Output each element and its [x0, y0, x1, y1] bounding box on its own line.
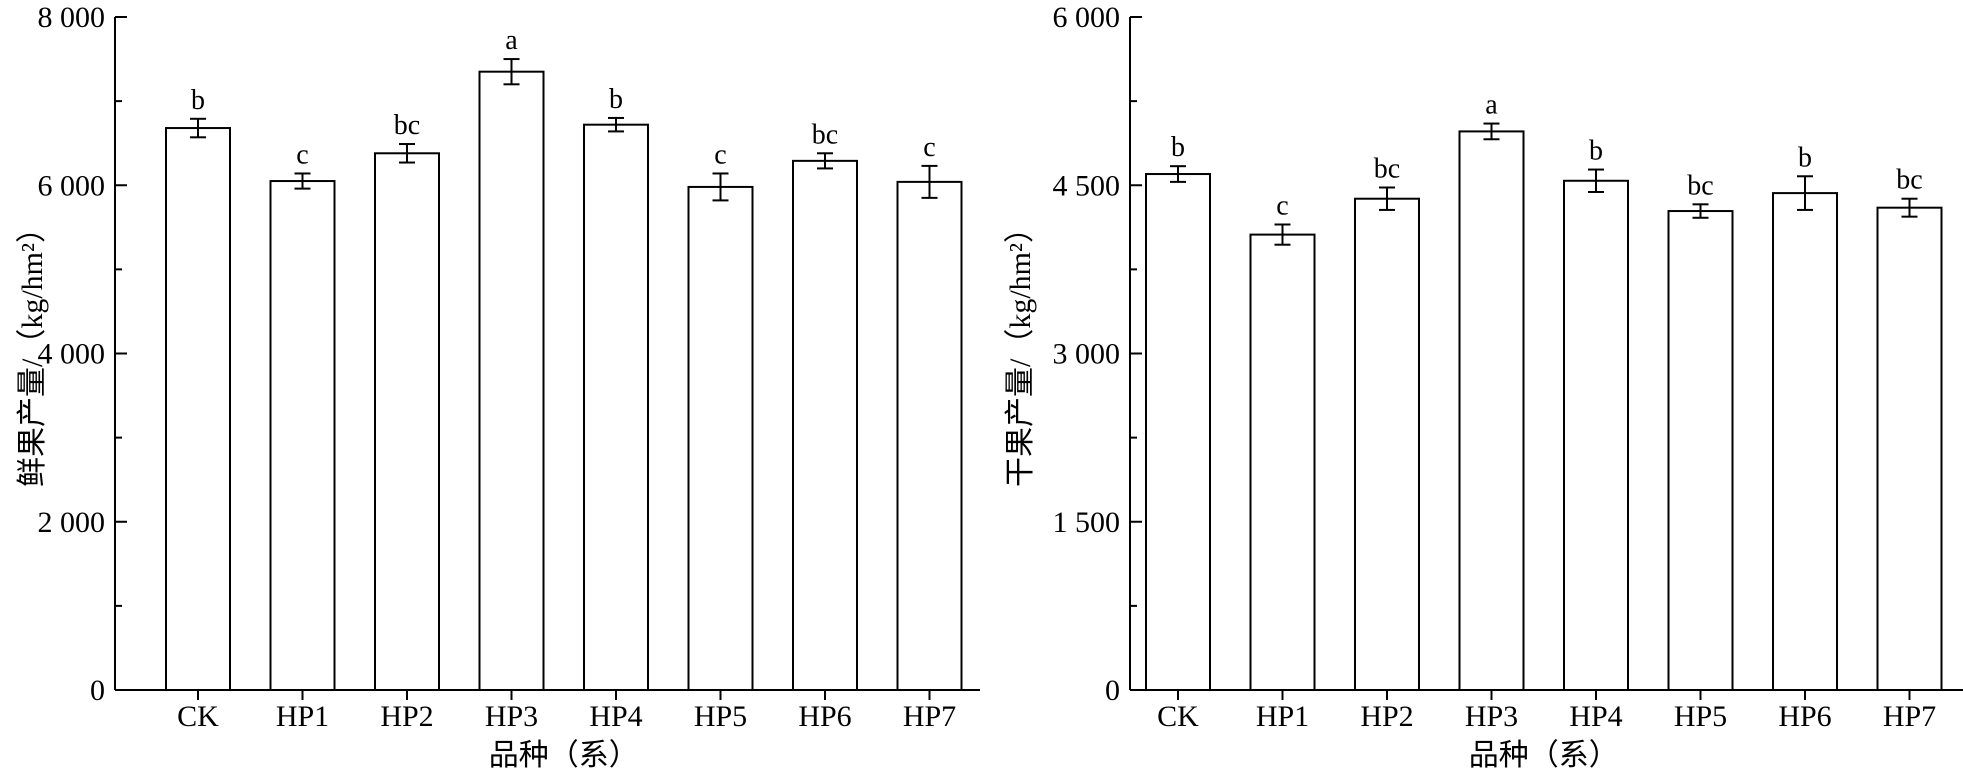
bar [792, 159, 858, 691]
bar [478, 70, 545, 691]
bar [1354, 197, 1420, 692]
significance-label: b [191, 85, 205, 116]
x-tick-label: CK [1157, 700, 1199, 733]
significance-label: c [1276, 191, 1288, 222]
bar [269, 180, 336, 691]
y-tick-label: 0 [1105, 674, 1120, 707]
x-tick-label: HP7 [903, 700, 956, 733]
y-tick-label: 4 500 [1053, 169, 1121, 202]
y-axis-title: 鲜果产量/（kg/hm²） [16, 213, 49, 487]
dry-yield-panel: 0 1 500 3 000 4 500 6 000 b CK c HP1 bc HP2 a HP3 b HP… [1004, 1, 1963, 772]
x-tick-label: HP2 [1360, 700, 1413, 733]
significance-label: a [1485, 90, 1498, 121]
significance-label: a [505, 25, 518, 56]
bar [1772, 192, 1838, 692]
x-tick-label: CK [177, 700, 219, 733]
x-tick-label: HP3 [1465, 700, 1518, 733]
bar [1876, 206, 1943, 692]
x-tick-label: HP7 [1883, 700, 1936, 733]
x-tick-label: HP1 [1256, 700, 1309, 733]
x-tick-label: HP6 [798, 700, 851, 733]
significance-label: bc [1374, 153, 1400, 184]
x-axis-title: 品种（系） [489, 739, 639, 772]
bar [1249, 233, 1316, 691]
significance-label: b [1171, 132, 1185, 163]
y-tick-label: 3 000 [1053, 338, 1121, 371]
y-tick-label: 0 [90, 674, 105, 707]
bar [374, 152, 440, 692]
significance-label: b [1589, 136, 1603, 167]
x-tick-label: HP2 [380, 700, 433, 733]
x-tick-label: HP4 [1569, 700, 1622, 733]
bar [583, 123, 649, 692]
significance-label: c [714, 139, 726, 170]
bar [687, 185, 754, 691]
y-tick-label: 8 000 [38, 1, 106, 34]
significance-label: c [296, 139, 308, 170]
significance-label: b [609, 84, 623, 115]
bar [165, 127, 231, 692]
x-tick-label: HP6 [1778, 700, 1831, 733]
bar [1667, 210, 1734, 691]
bar [896, 180, 963, 691]
bar [1458, 130, 1525, 692]
significance-label: bc [1687, 170, 1713, 201]
x-tick-label: HP1 [276, 700, 329, 733]
y-tick-label: 1 500 [1053, 506, 1121, 539]
y-axis-title: 干果产量/（kg/hm²） [1004, 213, 1037, 487]
y-tick-label: 4 000 [38, 338, 106, 371]
significance-label: bc [1896, 165, 1922, 196]
x-tick-label: HP5 [1674, 700, 1727, 733]
y-tick-label: 6 000 [38, 169, 106, 202]
x-tick-label: HP5 [694, 700, 747, 733]
y-tick-label: 6 000 [1053, 1, 1121, 34]
significance-label: bc [812, 119, 838, 150]
x-tick-label: HP3 [485, 700, 538, 733]
significance-label: b [1798, 142, 1812, 173]
x-tick-label: HP4 [589, 700, 642, 733]
significance-label: bc [394, 110, 420, 141]
x-axis-title: 品种（系） [1469, 739, 1619, 772]
bar [1145, 173, 1211, 692]
y-tick-label: 2 000 [38, 506, 106, 539]
bar [1563, 179, 1629, 691]
fresh-yield-panel: 0 2 000 4 000 6 000 8 000 b CK c HP1 bc HP2 a HP3 b HP… [16, 1, 980, 772]
significance-label: c [923, 132, 935, 163]
